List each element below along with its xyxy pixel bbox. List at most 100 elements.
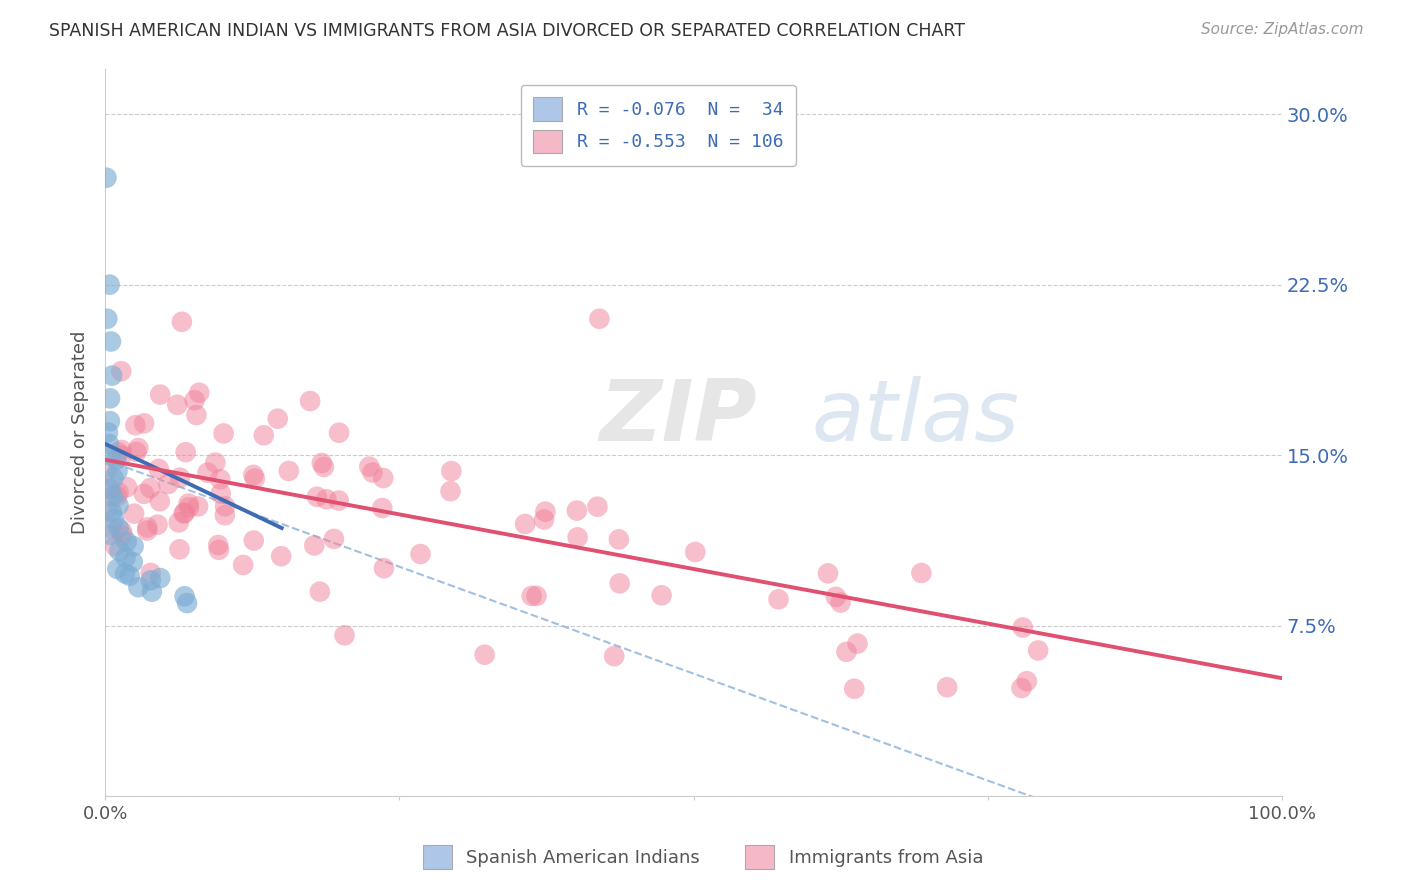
Point (96, 503, 118, 517)
Point (846, 637, 869, 651)
Point (98, 392, 121, 406)
Point (242, 533, 264, 548)
Point (533, 512, 555, 526)
Point (177, 500, 200, 515)
Point (474, 648, 496, 662)
Point (209, 486, 232, 500)
Point (173, 506, 195, 520)
Point (105, 562, 128, 576)
Point (651, 588, 673, 602)
Point (214, 500, 236, 514)
Point (183, 393, 205, 408)
Point (118, 569, 141, 583)
Point (107, 498, 129, 512)
Point (253, 428, 276, 442)
Point (208, 542, 231, 557)
Point (122, 507, 145, 521)
Point (136, 520, 159, 534)
Point (204, 456, 226, 470)
Text: atlas: atlas (811, 376, 1019, 459)
Point (124, 418, 146, 433)
Point (328, 493, 350, 508)
Point (139, 574, 162, 588)
Text: Source: ZipAtlas.com: Source: ZipAtlas.com (1201, 22, 1364, 37)
Point (169, 542, 191, 557)
Point (107, 464, 129, 478)
Point (308, 584, 330, 599)
Point (586, 500, 609, 514)
Point (149, 571, 172, 585)
Point (910, 566, 932, 580)
Point (242, 467, 264, 482)
Point (607, 533, 630, 547)
Point (110, 442, 132, 457)
Point (98, 448, 121, 462)
Point (315, 492, 337, 507)
Point (167, 516, 190, 530)
Point (270, 549, 292, 564)
Point (209, 472, 232, 486)
Point (1026, 643, 1049, 657)
Point (166, 398, 188, 412)
Point (101, 505, 124, 519)
Point (115, 480, 138, 494)
Point (373, 471, 395, 485)
Point (299, 394, 322, 409)
Point (267, 411, 290, 425)
Point (1011, 681, 1033, 695)
Point (333, 628, 356, 642)
Point (107, 521, 129, 535)
Point (110, 364, 132, 378)
Point (173, 589, 195, 603)
Point (136, 524, 159, 538)
Point (212, 426, 235, 441)
Point (830, 596, 852, 610)
Point (173, 507, 195, 521)
Point (603, 649, 626, 664)
Point (609, 576, 631, 591)
Point (127, 441, 149, 455)
Point (311, 456, 333, 470)
Point (440, 464, 463, 478)
Point (139, 481, 162, 495)
Point (139, 566, 162, 580)
Text: ZIP: ZIP (599, 376, 756, 459)
Point (132, 417, 155, 431)
Point (186, 408, 208, 422)
Point (98, 277, 121, 292)
Legend: Spanish American Indians, Immigrants from Asia: Spanish American Indians, Immigrants fro… (416, 838, 990, 876)
Point (105, 490, 128, 504)
Point (328, 425, 350, 440)
Point (232, 558, 254, 572)
Point (100, 521, 122, 535)
Point (567, 530, 589, 544)
Point (127, 580, 149, 594)
Point (107, 445, 129, 459)
Point (100, 483, 122, 497)
Point (141, 584, 163, 599)
Point (835, 645, 858, 659)
Point (526, 589, 548, 603)
Point (243, 472, 266, 486)
Point (187, 500, 209, 514)
Point (936, 680, 959, 694)
Point (111, 528, 134, 542)
Point (371, 501, 394, 516)
Point (157, 477, 180, 491)
Point (304, 538, 326, 552)
Point (305, 490, 328, 504)
Point (588, 311, 610, 326)
Point (174, 445, 197, 459)
Point (439, 484, 461, 499)
Point (107, 485, 129, 500)
Point (685, 545, 707, 559)
Point (108, 543, 131, 558)
Point (101, 489, 124, 503)
Point (115, 534, 138, 549)
Text: SPANISH AMERICAN INDIAN VS IMMIGRANTS FROM ASIA DIVORCED OR SEPARATED CORRELATIO: SPANISH AMERICAN INDIAN VS IMMIGRANTS FR… (49, 22, 965, 40)
Point (100, 334, 122, 349)
Point (177, 496, 200, 510)
Point (114, 550, 136, 565)
Point (170, 315, 193, 329)
Point (534, 505, 557, 519)
